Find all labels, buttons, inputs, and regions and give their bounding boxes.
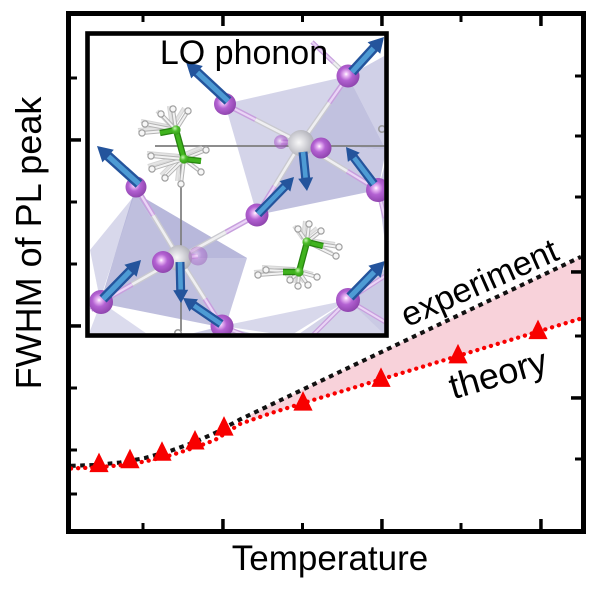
svg-text:LO phonon: LO phonon (160, 34, 328, 72)
svg-text:FWHM of PL peak: FWHM of PL peak (8, 96, 49, 390)
svg-text:Temperature: Temperature (232, 539, 428, 578)
